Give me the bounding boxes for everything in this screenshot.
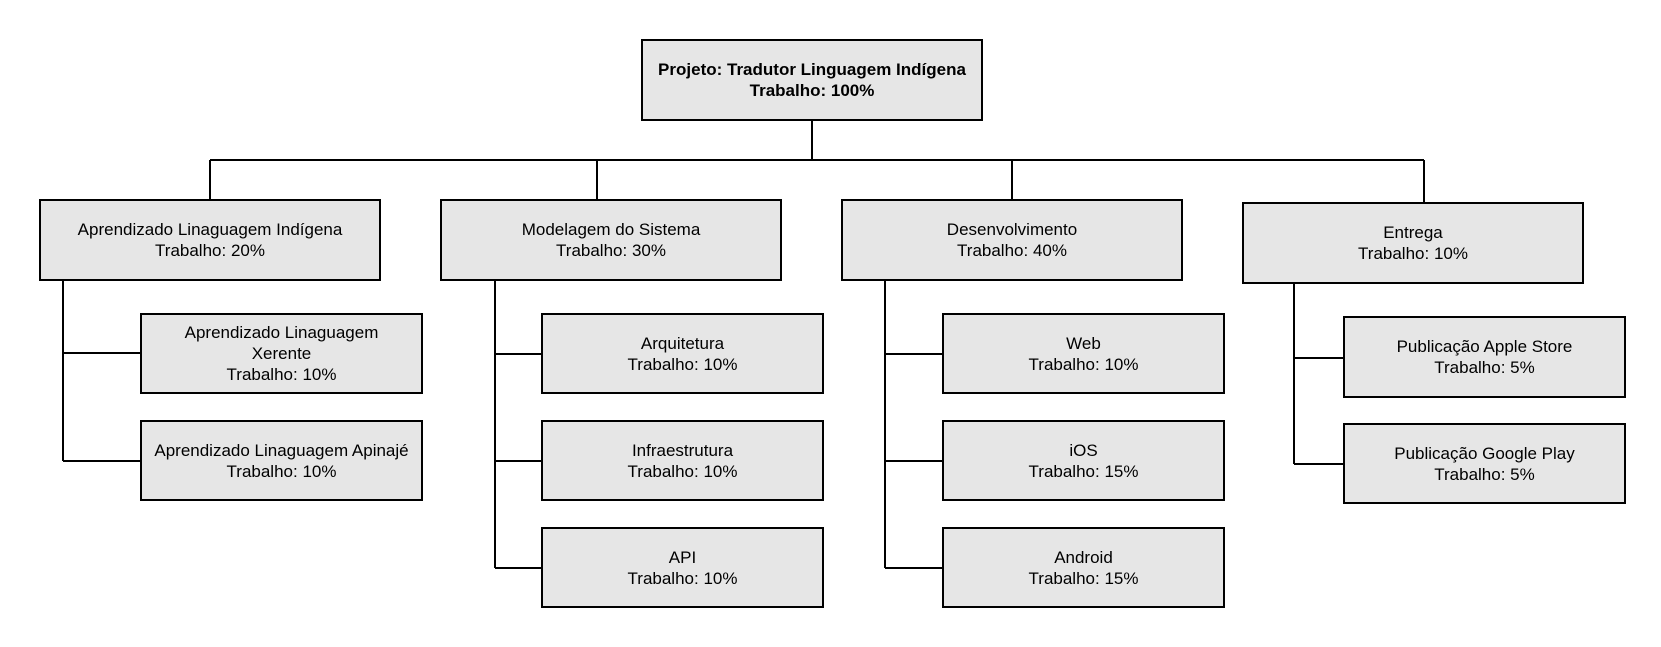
leaf-work: Trabalho: 5% [1434,358,1535,377]
root-work: Trabalho: 100% [749,81,875,100]
leaf-title: Web [1066,333,1101,353]
leaf-work: Trabalho: 10% [226,365,337,384]
leaf-node-web: Web Trabalho: 10% [942,313,1225,394]
leaf-node-infrastructure: Infraestrutura Trabalho: 10% [541,420,824,501]
leaf-title: Aprendizado Linaguagem Xerente [184,323,379,363]
branch-title: Entrega [1383,223,1443,242]
leaf-work: Trabalho: 15% [1028,461,1139,481]
leaf-title: Android [1054,547,1113,567]
leaf-work: Trabalho: 10% [1028,354,1139,374]
branch-work: Trabalho: 10% [1358,244,1468,263]
leaf-work: Trabalho: 10% [627,568,738,588]
branch-node-modeling: Modelagem do Sistema Trabalho: 30% [440,199,782,281]
leaf-node-ios: iOS Trabalho: 15% [942,420,1225,501]
branch-node-development: Desenvolvimento Trabalho: 40% [841,199,1183,281]
leaf-node-apinaje: Aprendizado Linaguagem Apinajé Trabalho:… [140,420,423,501]
leaf-title: Publicação Apple Store [1396,337,1573,356]
leaf-work: Trabalho: 10% [627,354,738,374]
root-title: Projeto: Tradutor Linguagem Indígena [658,60,966,79]
leaf-work: Trabalho: 5% [1434,464,1535,484]
leaf-node-apple-store: Publicação Apple Store Trabalho: 5% [1343,316,1626,398]
leaf-node-api: API Trabalho: 10% [541,527,824,608]
leaf-title: Arquitetura [640,333,725,353]
branch-work: Trabalho: 30% [556,241,666,260]
leaf-title: Aprendizado Linaguagem Apinajé [154,440,409,460]
branch-title: Aprendizado Linaguagem Indígena [77,220,343,239]
leaf-title: Infraestrutura [631,440,734,460]
branch-title: Modelagem do Sistema [521,220,701,239]
leaf-title: API [668,547,697,567]
leaf-work: Trabalho: 15% [1028,568,1139,588]
leaf-node-google-play: Publicação Google Play Trabalho: 5% [1343,423,1626,504]
leaf-node-architecture: Arquitetura Trabalho: 10% [541,313,824,394]
branch-node-delivery: Entrega Trabalho: 10% [1242,202,1584,284]
leaf-work: Trabalho: 10% [627,461,738,481]
leaf-node-android: Android Trabalho: 15% [942,527,1225,608]
leaf-work: Trabalho: 10% [226,461,337,481]
root-node: Projeto: Tradutor Linguagem Indígena Tra… [641,39,983,121]
leaf-title: Publicação Google Play [1394,443,1575,463]
branch-node-learning: Aprendizado Linaguagem Indígena Trabalho… [39,199,381,281]
branch-work: Trabalho: 20% [155,241,265,260]
branch-work: Trabalho: 40% [957,241,1067,260]
leaf-title: iOS [1069,440,1098,460]
branch-title: Desenvolvimento [946,220,1078,239]
leaf-node-xerente: Aprendizado Linaguagem Xerente Trabalho:… [140,313,423,394]
